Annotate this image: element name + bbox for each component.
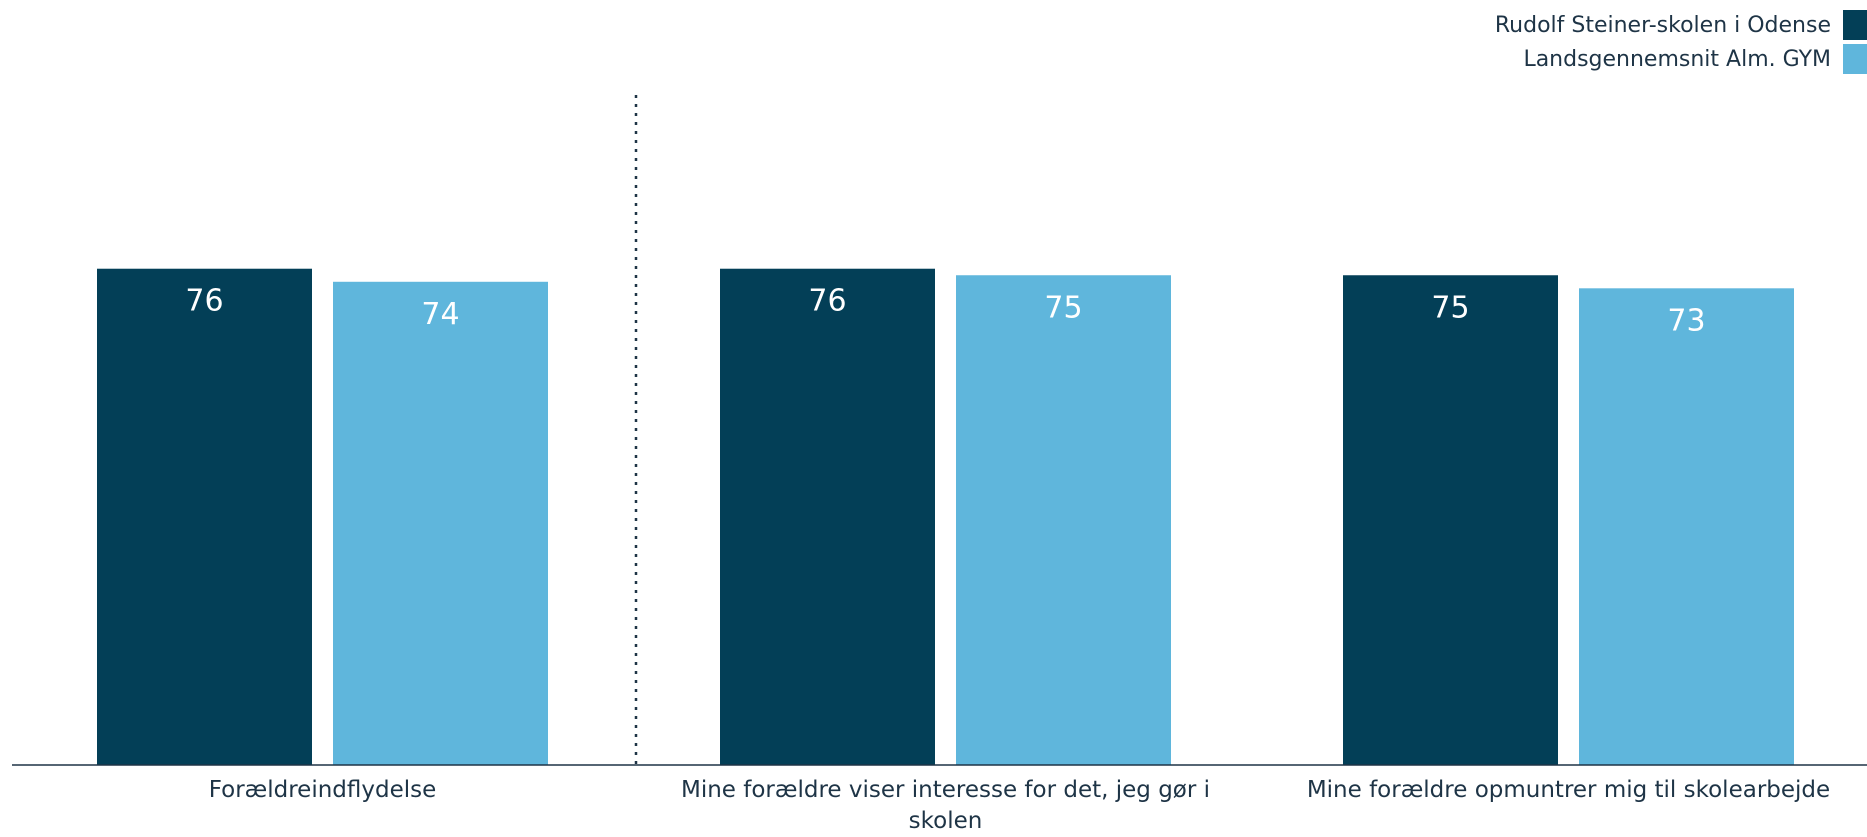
bar-value-label: 76	[185, 284, 223, 319]
legend: Rudolf Steiner-skolen i Odense Landsgenn…	[1107, 8, 1867, 76]
legend-swatch-school	[1843, 10, 1867, 40]
category-label: Mine forældre opmuntrer mig til skolearb…	[1306, 777, 1831, 803]
bar-national-average	[956, 275, 1171, 765]
category-label: Mine forældre viser interesse for det, j…	[680, 777, 1211, 834]
bar-school	[97, 268, 312, 765]
legend-swatch-national-average	[1843, 44, 1867, 74]
legend-label-national-average: Landsgennemsnit Alm. GYM	[1523, 46, 1831, 72]
legend-label-school: Rudolf Steiner-skolen i Odense	[1494, 12, 1831, 38]
bar-value-label: 75	[1431, 290, 1469, 325]
category-label: Forældreindflydelse	[208, 777, 437, 803]
value-labels-group: 76 74 76 75 75 73	[185, 284, 1705, 339]
bar-national-average	[333, 281, 548, 765]
bar-value-label: 74	[421, 297, 459, 332]
bars-group	[97, 268, 1794, 765]
bar-national-average	[1579, 288, 1794, 765]
bar-value-label: 76	[808, 284, 846, 319]
bar-value-label: 73	[1667, 303, 1705, 338]
legend-item-national-average: Landsgennemsnit Alm. GYM	[1107, 42, 1867, 76]
bar-school	[1343, 275, 1558, 765]
bar-value-label: 75	[1044, 290, 1082, 325]
bar-school	[720, 268, 935, 765]
legend-item-school: Rudolf Steiner-skolen i Odense	[1107, 8, 1867, 42]
